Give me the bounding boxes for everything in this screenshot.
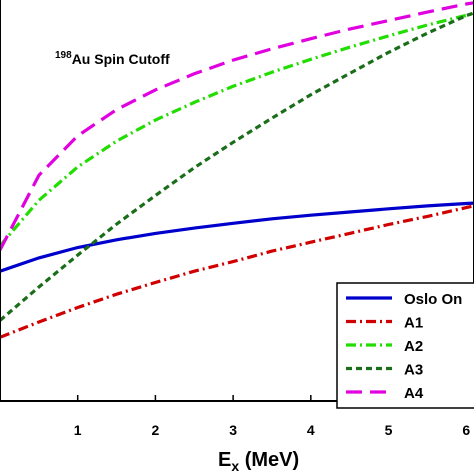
x-axis-label-main: E xyxy=(218,449,231,471)
x-tick-label: 3 xyxy=(229,422,237,438)
legend-box xyxy=(336,282,474,409)
x-tick-label: 5 xyxy=(385,422,393,438)
annotation-text: Au Spin Cutoff xyxy=(72,51,170,67)
series-curves xyxy=(0,1,474,339)
legend-label-a4: A4 xyxy=(404,385,424,402)
x-axis-label: Ex (MeV) xyxy=(218,449,299,474)
series-line-oslo-on xyxy=(0,201,474,273)
legend-label-a1: A1 xyxy=(404,315,423,332)
x-tick-label: 6 xyxy=(462,422,470,438)
series-line-a4 xyxy=(0,1,474,251)
x-tick-label: 2 xyxy=(152,422,160,438)
legend: Oslo On A1 A2 A3 A4 xyxy=(336,282,474,409)
annotation-mass-number: 198 xyxy=(55,50,72,61)
x-axis-label-subscript: x xyxy=(231,458,239,474)
legend-label-oslo-on: Oslo On xyxy=(404,291,462,308)
legend-label-a3: A3 xyxy=(404,362,423,379)
x-tick-label: 1 xyxy=(74,422,82,438)
legend-label-a2: A2 xyxy=(404,338,423,355)
plot-frame xyxy=(0,0,474,402)
series-line-a2 xyxy=(0,11,474,247)
legend-items: Oslo On A1 A2 A3 A4 xyxy=(346,291,462,402)
x-axis-label-units: (MeV) xyxy=(239,449,299,471)
series-line-a1 xyxy=(0,204,474,339)
chart-annotation: 198Au Spin Cutoff xyxy=(55,50,170,67)
x-tick-label: 4 xyxy=(307,422,315,438)
